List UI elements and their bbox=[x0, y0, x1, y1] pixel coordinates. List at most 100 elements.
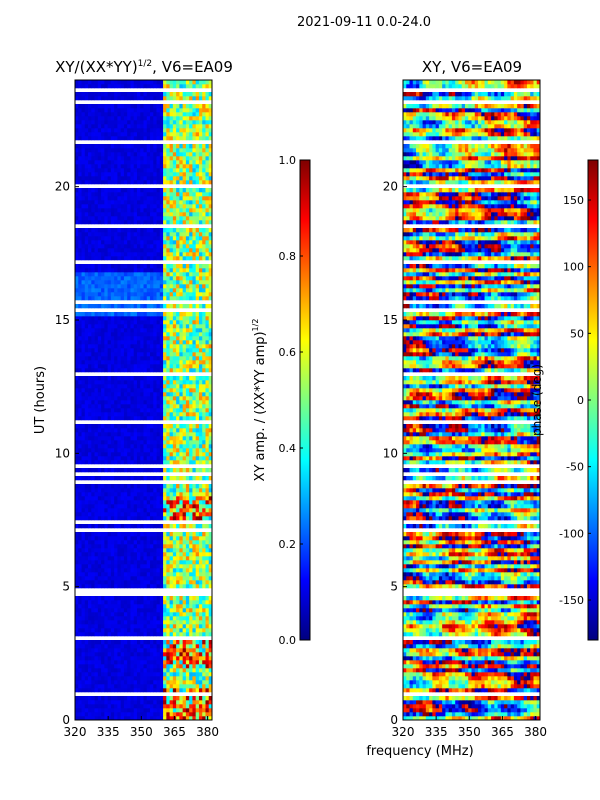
heatmap-cell bbox=[94, 708, 99, 713]
heatmap-cell bbox=[133, 192, 138, 197]
heatmap-cell bbox=[192, 628, 197, 633]
heatmap-cell bbox=[140, 368, 144, 373]
heatmap-cell bbox=[172, 664, 177, 669]
heatmap-cell bbox=[78, 376, 82, 381]
heatmap-cell bbox=[97, 640, 102, 645]
heatmap-cell bbox=[182, 660, 187, 665]
heatmap-cell bbox=[107, 412, 112, 417]
heatmap-cell bbox=[205, 460, 210, 465]
heatmap-cell bbox=[176, 568, 180, 573]
heatmap-cell bbox=[104, 396, 109, 401]
heatmap-cell bbox=[94, 296, 99, 301]
heatmap-cell bbox=[88, 248, 92, 253]
heatmap-cell bbox=[75, 400, 79, 405]
heatmap-cell bbox=[198, 196, 203, 201]
heatmap-cell bbox=[75, 576, 79, 581]
heatmap-cell bbox=[84, 548, 89, 553]
heatmap-cell bbox=[110, 460, 115, 465]
heatmap-cell bbox=[172, 616, 177, 621]
heatmap-cell bbox=[166, 540, 170, 545]
heatmap-cell bbox=[192, 276, 197, 281]
heatmap-cell bbox=[202, 532, 206, 537]
heatmap-cell bbox=[163, 576, 167, 581]
flagged-row bbox=[75, 520, 212, 524]
heatmap-cell bbox=[88, 212, 92, 217]
heatmap-cell bbox=[97, 440, 102, 445]
heatmap-cell bbox=[107, 452, 112, 457]
heatmap-cell bbox=[169, 336, 174, 341]
heatmap-cell bbox=[117, 432, 122, 437]
heatmap-cell bbox=[189, 268, 193, 273]
heatmap-cell bbox=[143, 548, 148, 553]
heatmap-cell bbox=[114, 516, 118, 521]
heatmap-cell bbox=[81, 500, 86, 505]
heatmap-cell bbox=[198, 648, 203, 653]
heatmap-cell bbox=[156, 344, 161, 349]
heatmap-cell bbox=[94, 700, 99, 705]
heatmap-cell bbox=[136, 348, 141, 353]
heatmap-cell bbox=[198, 560, 203, 565]
heatmap-cell bbox=[156, 660, 161, 665]
heatmap-cell bbox=[114, 640, 118, 645]
heatmap-cell bbox=[94, 696, 99, 701]
heatmap-cell bbox=[75, 632, 79, 637]
heatmap-cell bbox=[169, 680, 174, 685]
heatmap-cell bbox=[130, 324, 135, 329]
heatmap-cell bbox=[143, 624, 148, 629]
heatmap-cell bbox=[81, 228, 86, 233]
heatmap-cell bbox=[202, 200, 206, 205]
heatmap-cell bbox=[198, 228, 203, 233]
heatmap-cell bbox=[88, 604, 92, 609]
heatmap-cell bbox=[169, 244, 174, 249]
heatmap-cell bbox=[110, 536, 115, 541]
heatmap-cell bbox=[88, 656, 92, 661]
heatmap-cell bbox=[169, 284, 174, 289]
heatmap-cell bbox=[114, 256, 118, 261]
heatmap-cell bbox=[198, 232, 203, 237]
heatmap-cell bbox=[176, 400, 180, 405]
heatmap-cell bbox=[202, 452, 206, 457]
heatmap-cell bbox=[117, 544, 122, 549]
heatmap-cell bbox=[88, 392, 92, 397]
heatmap-cell bbox=[81, 708, 86, 713]
heatmap-cell bbox=[143, 292, 148, 297]
heatmap-cell bbox=[104, 248, 109, 253]
heatmap-cell bbox=[101, 348, 105, 353]
heatmap-cell bbox=[169, 404, 174, 409]
heatmap-cell bbox=[130, 240, 135, 245]
heatmap-cell bbox=[146, 688, 151, 693]
heatmap-cell bbox=[146, 548, 151, 553]
heatmap-cell bbox=[153, 696, 157, 701]
heatmap-cell bbox=[146, 512, 151, 517]
heatmap-cell bbox=[163, 620, 167, 625]
heatmap-cell bbox=[153, 512, 157, 517]
heatmap-cell bbox=[94, 348, 99, 353]
heatmap-cell bbox=[88, 416, 92, 421]
heatmap-cell bbox=[159, 544, 164, 549]
heatmap-cell bbox=[208, 220, 213, 225]
heatmap-cell bbox=[202, 508, 206, 513]
flagged-row bbox=[75, 372, 212, 376]
heatmap-cell bbox=[127, 652, 131, 657]
heatmap-cell bbox=[195, 680, 200, 685]
heatmap-cell bbox=[185, 544, 190, 549]
heatmap-cell bbox=[101, 712, 105, 717]
heatmap-cell bbox=[133, 244, 138, 249]
heatmap-cell bbox=[78, 320, 82, 325]
heatmap-cell bbox=[176, 192, 180, 197]
heatmap-cell bbox=[84, 584, 89, 589]
heatmap-cell bbox=[75, 456, 79, 461]
heatmap-cell bbox=[114, 284, 118, 289]
heatmap-cell bbox=[97, 540, 102, 545]
heatmap-cell bbox=[205, 344, 210, 349]
heatmap-cell bbox=[198, 492, 203, 497]
heatmap-cell bbox=[123, 440, 128, 445]
heatmap-cell bbox=[101, 468, 105, 473]
heatmap-cell bbox=[101, 604, 105, 609]
heatmap-cell bbox=[159, 668, 164, 673]
heatmap-cell bbox=[81, 512, 86, 517]
heatmap-cell bbox=[208, 244, 213, 249]
heatmap-cell bbox=[202, 712, 206, 717]
heatmap-cell bbox=[179, 508, 184, 513]
heatmap-cell bbox=[205, 220, 210, 225]
